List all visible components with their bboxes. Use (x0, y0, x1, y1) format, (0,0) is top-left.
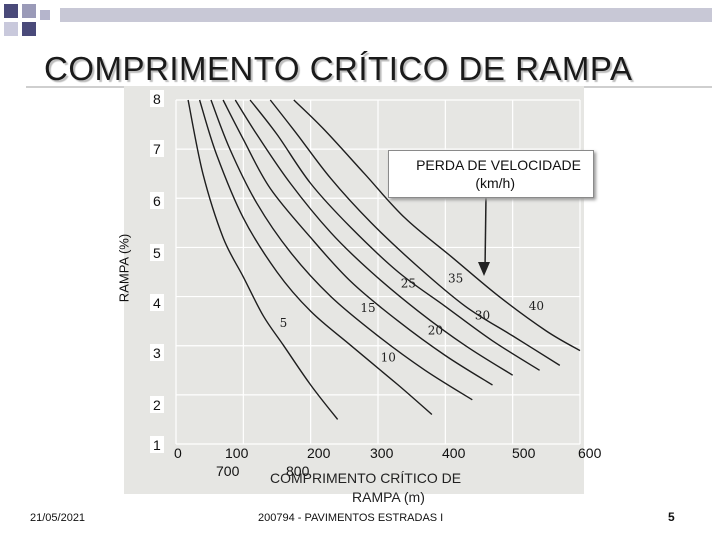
series-line-40 (293, 99, 581, 352)
series-label-10: 10 (381, 350, 396, 364)
series-line-5 (187, 99, 339, 420)
series-line-15 (210, 99, 473, 401)
top-bar (60, 8, 712, 22)
slide-title: COMPRIMENTO CRÍTICO DE RAMPA (44, 50, 633, 87)
chart-curve-labels: 5 10 15 20 25 30 35 40 (280, 272, 544, 365)
x-tick-label: 0 (174, 445, 182, 461)
corner-decoration (0, 0, 60, 50)
callout-arrow (484, 195, 487, 271)
y-axis-label: RAMPA (%) (116, 233, 132, 303)
speed-loss-callout: PERDA DE VELOCIDADE (km/h) (388, 150, 594, 198)
chart-curves (187, 99, 581, 420)
callout-unit: (km/h) (475, 175, 515, 191)
corner-square (4, 22, 18, 36)
series-line-10 (198, 99, 433, 416)
corner-square (22, 4, 36, 18)
series-label-20: 20 (428, 323, 443, 337)
corner-square (40, 10, 50, 20)
series-label-40: 40 (529, 299, 544, 313)
x-tick-label: 600 (578, 445, 602, 461)
x-tick-label-secondary: 800 (286, 463, 310, 479)
series-label-25: 25 (401, 277, 416, 291)
x-tick-label: 400 (442, 445, 466, 461)
y-tick-label: 7 (150, 140, 164, 157)
series-line-30 (249, 99, 540, 371)
series-label-30: 30 (475, 309, 490, 323)
x-axis-label: COMPRIMENTO CRÍTICO DE (270, 470, 462, 486)
corner-square (4, 4, 18, 18)
x-axis-label-unit: RAMPA (m) (352, 489, 425, 505)
x-tick-label: 100 (225, 445, 249, 461)
series-line-20 (222, 99, 493, 386)
footer-course: 200794 - PAVIMENTOS ESTRADAS I (258, 512, 444, 524)
x-tick-label: 500 (512, 445, 536, 461)
x-tick-label-secondary: 700 (216, 463, 240, 479)
series-line-35 (269, 99, 561, 366)
series-label-35: 35 (448, 272, 463, 286)
series-line-25 (234, 99, 514, 376)
y-tick-label: 2 (150, 396, 164, 413)
callout-arrowhead (478, 262, 490, 276)
series-label-15: 15 (360, 301, 375, 315)
y-tick-label: 5 (150, 244, 164, 261)
y-tick-label: 1 (150, 436, 164, 453)
x-tick-label: 200 (307, 445, 331, 461)
callout-title: PERDA DE VELOCIDADE (416, 157, 581, 173)
y-tick-label: 4 (150, 294, 164, 311)
x-tick-label: 300 (370, 445, 394, 461)
y-tick-label: 6 (150, 192, 164, 209)
page-number: 5 (668, 510, 675, 524)
y-tick-label: 8 (150, 90, 164, 107)
y-tick-label: 3 (150, 344, 164, 361)
chart-grid (175, 99, 581, 445)
corner-square (22, 22, 36, 36)
series-label-5: 5 (280, 316, 288, 330)
footer-date: 21/05/2021 (30, 512, 86, 524)
